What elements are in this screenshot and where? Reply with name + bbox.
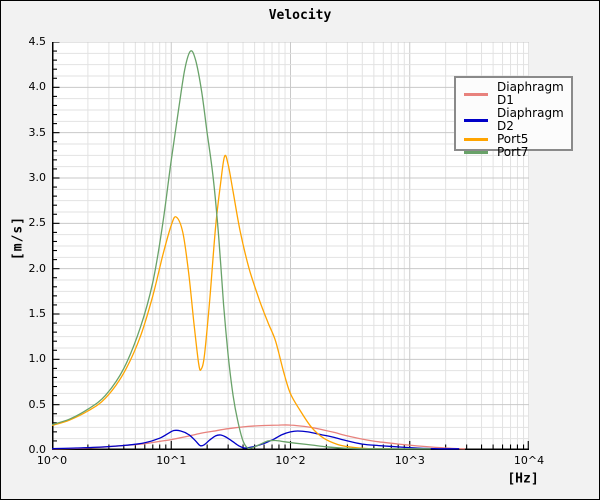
legend-label: Port7 [497,145,529,159]
legend-label: Diaphragm D2 [497,106,564,133]
y-tick-label: 1.5 [28,307,47,320]
legend-label: Diaphragm D1 [497,80,564,107]
legend: Diaphragm D1 Diaphragm D2 Port5 Port7 [454,76,573,159]
legend-item-diaphragm-d2: Diaphragm D2 [464,107,569,133]
series-port7 [52,50,431,450]
y-tick-label: 0.0 [28,443,47,456]
legend-line-swatch [464,92,488,96]
y-tick-label: 2.5 [28,216,47,230]
x-tick-label: 10^0 [36,454,68,467]
y-tick-label: 2.0 [28,261,47,275]
legend-line-swatch [464,151,488,154]
y-tick-label: 0.5 [28,397,47,411]
series-diaphragm-d2 [52,429,460,450]
y-tick-label: 3.0 [28,171,47,184]
legend-item-port7: Port7 [464,146,569,159]
legend-label: Port5 [497,132,529,146]
legend-item-port5: Port5 [464,133,569,146]
legend-item-diaphragm-d1: Diaphragm D1 [464,81,569,107]
series-diaphragm-d1 [52,424,465,450]
x-tick-label: 10^4 [513,454,545,467]
chart-title: Velocity [268,8,332,23]
legend-line-swatch [464,118,488,122]
chart-canvas [52,42,529,450]
y-tick-label: 1.0 [28,352,47,366]
x-tick-label: 10^2 [275,454,306,467]
plot-area [52,42,529,450]
x-tick-label: 10^1 [156,454,187,467]
legend-line-swatch [464,138,488,141]
y-tick-label: 4.5 [28,35,47,48]
x-axis-label: [Hz] [507,471,539,487]
series-port5 [52,154,392,450]
y-tick-label: 4.0 [28,80,47,94]
x-tick-label: 10^3 [394,454,425,467]
y-tick-label: 3.5 [28,125,47,139]
